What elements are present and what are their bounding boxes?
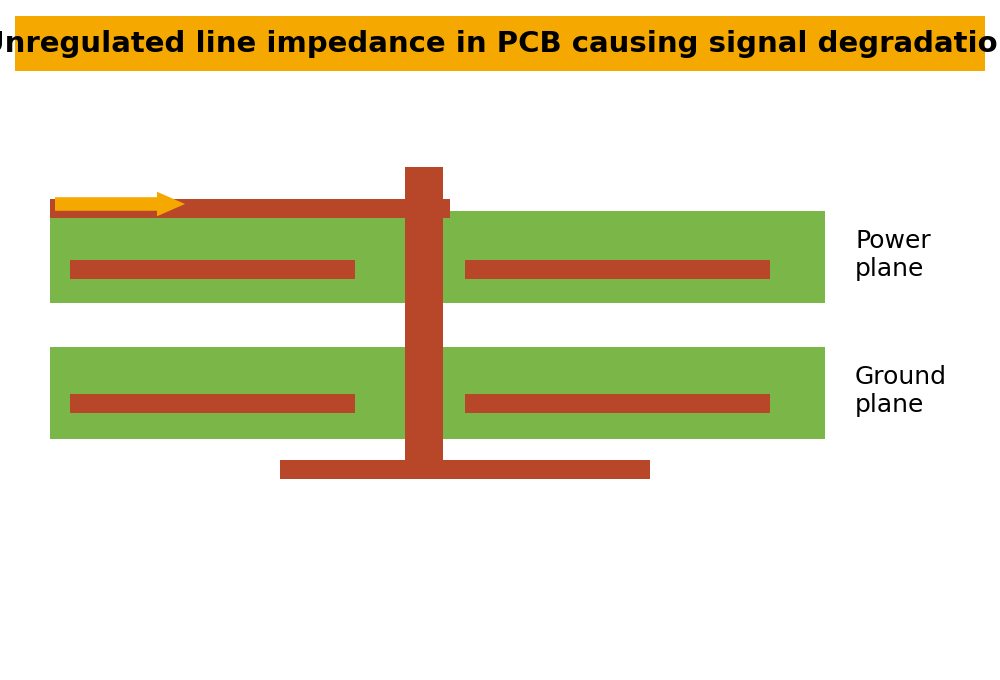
Bar bbox=[70, 260, 355, 279]
Bar bbox=[465, 394, 770, 413]
FancyArrow shape bbox=[55, 192, 185, 216]
Bar bbox=[50, 211, 825, 303]
Bar bbox=[465, 260, 770, 279]
Bar bbox=[50, 199, 450, 218]
Text: Unregulated line impedance in PCB causing signal degradation: Unregulated line impedance in PCB causin… bbox=[0, 29, 1000, 58]
Text: Power
plane: Power plane bbox=[855, 229, 931, 281]
Text: Ground
plane: Ground plane bbox=[855, 365, 947, 417]
Bar bbox=[50, 347, 825, 439]
Bar bbox=[15, 16, 985, 71]
Bar bbox=[405, 167, 443, 479]
Bar bbox=[280, 460, 650, 479]
Bar bbox=[70, 394, 355, 413]
